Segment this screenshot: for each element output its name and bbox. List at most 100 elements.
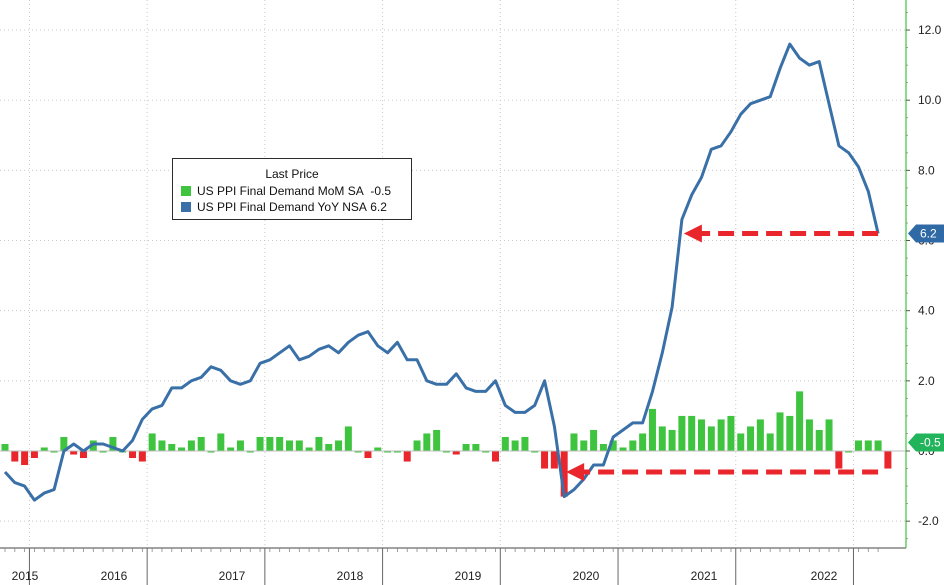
mom-bar — [433, 429, 441, 451]
mom-bar — [79, 451, 87, 459]
mom-bar — [531, 451, 539, 453]
mom-bar — [864, 440, 872, 451]
legend: Last Price US PPI Final Demand MoM SA -0… — [172, 158, 412, 220]
mom-value-tag-bg — [908, 433, 944, 452]
mom-bar — [815, 429, 823, 451]
mom-bar — [393, 451, 401, 453]
annotation-arrows — [566, 224, 879, 482]
mom-bar — [148, 433, 156, 451]
mom-bar — [874, 440, 882, 451]
legend-title: Last Price — [265, 167, 319, 181]
grid — [0, 0, 906, 548]
mom-bar — [501, 436, 509, 451]
y-tick-label: 4.0 — [918, 304, 935, 318]
mom-bar — [285, 440, 293, 451]
mom-bar — [482, 451, 490, 453]
mom-bar — [207, 451, 215, 453]
mom-bar — [384, 451, 392, 453]
mom-bar — [305, 447, 313, 451]
mom-bar — [40, 447, 48, 451]
x-tick-label: 2022 — [811, 569, 838, 583]
mom-arrow-head — [566, 463, 585, 482]
yoy-series-line — [3, 42, 880, 502]
mom-bar — [698, 419, 706, 451]
x-tick-label: 2016 — [101, 569, 128, 583]
mom-bar — [511, 440, 519, 451]
mom-bar — [796, 391, 804, 451]
mom-bar — [335, 440, 343, 451]
mom-bar — [11, 451, 19, 462]
mom-bar — [688, 415, 696, 451]
mom-bar — [845, 451, 853, 453]
legend-label-mom: US PPI Final Demand MoM SA — [197, 184, 364, 198]
mom-bar — [805, 419, 813, 451]
mom-bar — [639, 433, 647, 451]
mom-bar — [1, 443, 9, 451]
mom-bar — [541, 451, 549, 469]
mom-bar — [354, 451, 362, 453]
mom-bar — [236, 440, 244, 451]
mom-bar — [452, 451, 460, 455]
mom-bar — [374, 447, 382, 451]
mom-bar — [227, 447, 235, 451]
mom-bar — [658, 426, 666, 451]
legend-value-mom: -0.5 — [370, 184, 392, 198]
mom-bar — [403, 451, 411, 462]
mom-bar — [854, 440, 862, 451]
x-tick-label: 2017 — [219, 569, 246, 583]
mom-bar — [413, 440, 421, 451]
mom-bar — [717, 419, 725, 451]
legend-label-yoy: US PPI Final Demand YoY NSA — [197, 200, 367, 214]
legend-swatch-yoy — [181, 202, 191, 212]
mom-bar — [138, 451, 146, 462]
mom-bar — [109, 436, 117, 451]
mom-bar — [521, 436, 529, 451]
mom-bar — [472, 443, 480, 451]
legend-entry-mom: US PPI Final Demand MoM SA -0.5 — [181, 183, 403, 199]
mom-bar — [158, 440, 166, 451]
mom-bar — [570, 433, 578, 451]
mom-bar — [599, 443, 607, 451]
x-tick-label: 2019 — [455, 569, 482, 583]
mom-bar — [707, 426, 715, 451]
mom-bar — [560, 451, 568, 497]
mom-bar — [786, 415, 794, 451]
mom-bar — [70, 451, 78, 455]
mom-bar — [217, 433, 225, 451]
mom-bar — [364, 451, 372, 459]
mom-bar — [825, 419, 833, 451]
mom-bar — [344, 426, 352, 451]
mom-bar — [550, 451, 558, 469]
mom-bar — [315, 436, 323, 451]
mom-bars — [1, 391, 892, 497]
y-tick-label: 8.0 — [918, 163, 935, 177]
mom-bar — [99, 451, 107, 453]
mom-bar — [884, 451, 892, 469]
mom-bar — [276, 436, 284, 451]
mom-bar — [30, 451, 38, 459]
yoy-value-tag: 6.2 — [908, 224, 944, 243]
x-tick-label: 2018 — [337, 569, 364, 583]
y-tick-label: 2.0 — [918, 374, 935, 388]
mom-bar — [619, 447, 627, 451]
mom-bar — [246, 451, 254, 453]
x-tick-label: 2021 — [691, 569, 718, 583]
mom-bar — [747, 426, 755, 451]
legend-swatch-mom — [181, 186, 191, 196]
y-tick-label: -2.0 — [918, 514, 939, 528]
legend-value-yoy: 6.2 — [370, 200, 387, 214]
mom-bar — [462, 443, 470, 451]
mom-bar — [325, 443, 333, 451]
mom-bar — [168, 443, 176, 451]
mom-bar — [766, 433, 774, 451]
mom-bar — [492, 451, 499, 462]
legend-entry-yoy: US PPI Final Demand YoY NSA 6.2 — [181, 199, 403, 215]
y-axis: 12.010.08.06.04.02.00.0-2.06.2-0.5 — [905, 0, 944, 548]
mom-bar — [256, 436, 264, 451]
mom-bar — [423, 433, 431, 451]
mom-bar — [678, 415, 686, 451]
mom-bar — [776, 412, 784, 451]
mom-bar — [197, 436, 205, 451]
mom-bar — [727, 415, 735, 451]
